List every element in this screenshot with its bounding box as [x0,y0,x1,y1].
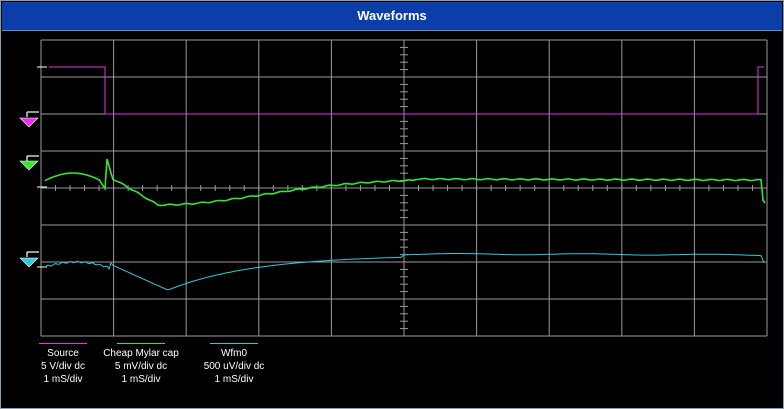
green-down-arrow-icon[interactable] [19,155,39,171]
legend-vdiv: 500 uV/div dc [203,361,265,372]
trace-source [49,66,764,115]
title-bar: Waveforms [2,2,782,31]
legend-tdiv: 1 mS/div [214,374,254,385]
legend-name: Cheap Mylar cap [103,348,179,359]
legend-cheap-mylar-cap: Cheap Mylar cap 5 mV/div dc 1 mS/div [86,343,196,386]
legend-swatch [117,343,165,344]
legend-name: Wfm0 [220,348,248,359]
legend-tdiv: 1 mS/div [121,374,161,385]
legend-source: Source 5 V/div dc 1 mS/div [8,343,118,386]
legend-tdiv: 1 mS/div [43,374,83,385]
legend-name: Source [47,348,79,359]
legend-swatch [210,343,258,344]
window-title: Waveforms [357,8,427,23]
trace-wfm0 [44,253,765,291]
trace-cheap-mylar-cap [44,158,766,207]
cyan-left-arrow-icon[interactable] [19,251,39,268]
magenta-down-arrow-icon[interactable] [19,111,39,128]
legend-wfm0: Wfm0 500 uV/div dc 1 mS/div [179,343,289,386]
legend-swatch [39,343,87,344]
graticule-grid [40,39,768,337]
legend-vdiv: 5 mV/div dc [114,361,168,372]
legend-vdiv: 5 V/div dc [41,361,85,372]
channel-markers [19,66,47,268]
